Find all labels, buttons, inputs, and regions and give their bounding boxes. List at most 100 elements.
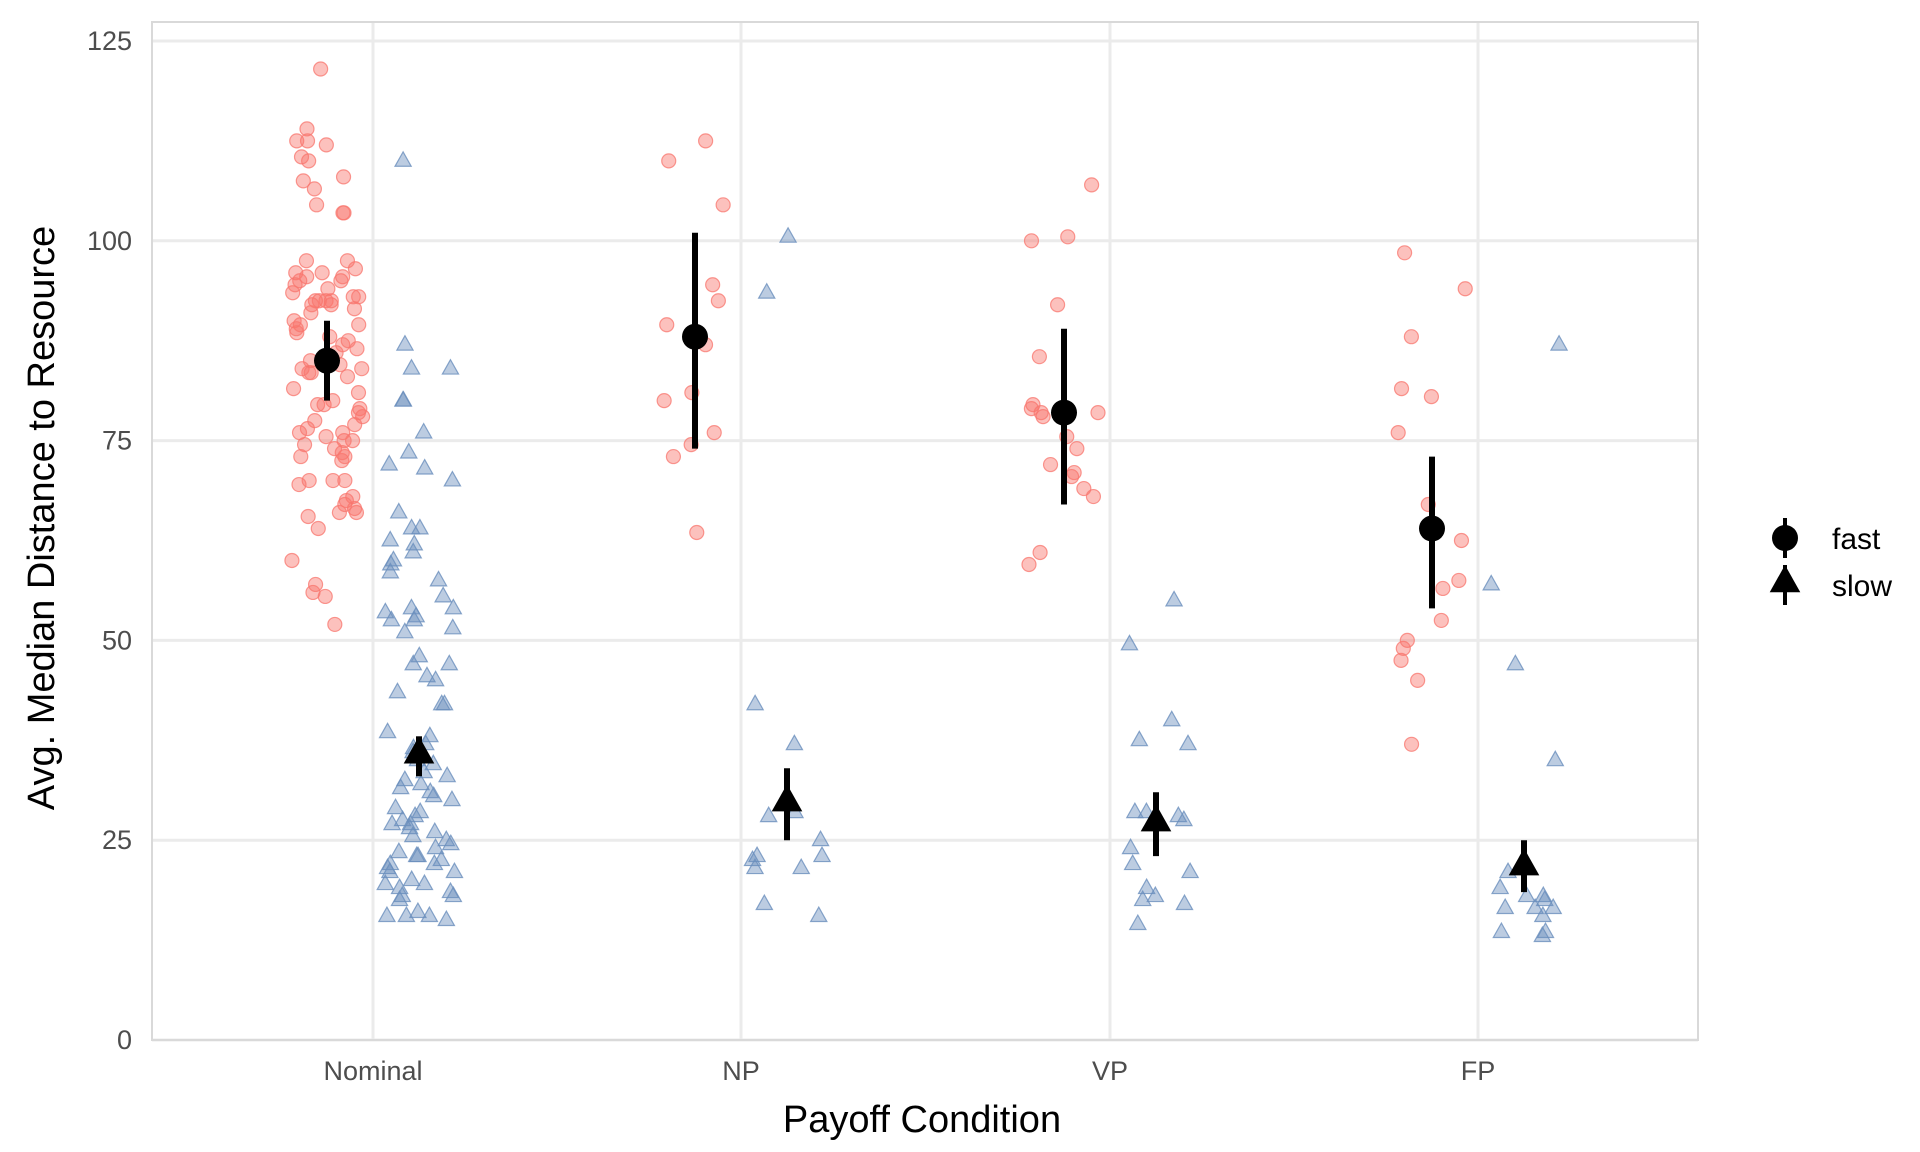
data-point-slow	[1535, 889, 1554, 907]
data-point-fast	[285, 285, 301, 301]
data-point-slow	[405, 610, 424, 627]
data-point-slow	[1175, 893, 1194, 911]
data-point-slow	[437, 909, 456, 927]
data-point-slow	[402, 869, 421, 887]
data-point-slow	[415, 458, 434, 475]
mean-point-slow-nominal	[403, 736, 435, 764]
data-point-slow	[1121, 837, 1140, 855]
x-axis-title: Payoff Condition	[783, 1099, 1061, 1141]
legend-key-fast	[1772, 525, 1798, 551]
data-point-fast	[310, 397, 326, 413]
data-point-slow	[444, 598, 463, 615]
legend: fast slow	[1769, 518, 1892, 605]
data-point-fast	[308, 197, 325, 213]
data-point-slow	[809, 905, 828, 923]
data-point-slow	[745, 857, 765, 875]
data-point-slow	[1133, 889, 1152, 907]
data-point-fast	[296, 436, 313, 453]
data-point-fast	[325, 472, 341, 489]
data-point-slow	[405, 806, 425, 823]
data-point-fast	[710, 293, 726, 309]
data-point-slow	[388, 682, 407, 699]
data-point-slow	[1137, 802, 1156, 819]
data-point-slow	[408, 901, 428, 919]
mean-point-fast-nominal	[314, 347, 340, 374]
x-tick-label: VP	[1092, 1056, 1128, 1086]
data-point-slow	[402, 358, 421, 375]
data-point-slow	[1496, 897, 1515, 915]
data-point-fast	[349, 341, 365, 357]
data-point-fast	[327, 616, 343, 633]
mean-point-fast-vp	[1051, 399, 1077, 426]
data-point-slow	[395, 334, 415, 351]
raw-points-layer	[284, 61, 1569, 943]
x-axis-ticks: Nominal NP VP FP	[323, 1056, 1495, 1086]
data-point-slow	[382, 610, 401, 627]
legend-label-slow: slow	[1832, 570, 1892, 603]
data-point-fast	[1457, 281, 1473, 297]
data-point-slow	[778, 226, 798, 243]
data-point-slow	[402, 598, 421, 615]
summary-layer	[314, 232, 1540, 893]
data-point-fast	[344, 433, 361, 449]
data-point-fast	[313, 61, 329, 77]
data-point-fast	[299, 121, 315, 137]
data-point-fast	[1023, 401, 1040, 417]
legend-label-fast: fast	[1832, 523, 1881, 556]
mean-point-fast-np	[682, 323, 708, 350]
data-point-slow	[391, 778, 410, 795]
data-point-fast	[1060, 229, 1076, 245]
data-point-fast	[285, 381, 302, 397]
data-point-slow	[403, 825, 423, 843]
data-point-slow	[1546, 750, 1565, 767]
data-point-fast	[299, 421, 316, 437]
data-point-slow	[441, 833, 460, 851]
data-point-fast	[659, 317, 675, 333]
data-point-slow	[380, 454, 399, 471]
x-tick-label: NP	[722, 1056, 760, 1086]
data-point-slow	[426, 670, 445, 687]
data-point-slow	[444, 885, 463, 903]
data-point-fast	[354, 361, 370, 377]
y-tick-label: 75	[102, 426, 132, 456]
data-point-slow	[380, 861, 400, 879]
data-point-slow	[381, 562, 400, 579]
mean-point-fast-fp	[1419, 515, 1445, 542]
data-point-slow	[1526, 897, 1545, 915]
data-point-slow	[1128, 913, 1147, 931]
data-point-slow	[390, 889, 409, 907]
data-point-slow	[393, 150, 413, 167]
data-point-fast	[1390, 425, 1406, 441]
data-point-fast	[295, 173, 311, 189]
data-point-slow	[440, 654, 459, 671]
data-point-slow	[1146, 885, 1165, 903]
data-point-slow	[1137, 877, 1156, 895]
data-point-fast	[347, 261, 364, 277]
data-point-slow	[1533, 925, 1552, 943]
y-tick-label: 25	[102, 825, 132, 855]
y-tick-label: 100	[87, 226, 132, 256]
data-point-fast	[339, 369, 356, 385]
data-point-fast	[355, 409, 371, 425]
x-tick-label: FP	[1461, 1056, 1496, 1086]
data-point-fast	[1435, 580, 1451, 597]
data-point-slow	[437, 829, 456, 847]
y-tick-label: 125	[87, 26, 132, 56]
data-point-fast	[335, 169, 352, 185]
data-point-fast	[706, 425, 722, 441]
data-point-slow	[747, 845, 767, 863]
data-point-fast	[299, 133, 316, 149]
data-point-slow	[376, 873, 395, 891]
data-point-slow	[394, 390, 413, 407]
mean-point-slow-vp	[1140, 804, 1172, 832]
data-point-fast	[1049, 297, 1066, 313]
data-point-slow	[381, 530, 400, 547]
data-point-fast	[1433, 612, 1449, 629]
data-point-slow	[1517, 885, 1536, 903]
data-point-slow	[432, 849, 451, 867]
mean-point-slow-fp	[1508, 848, 1540, 876]
data-point-fast	[345, 289, 361, 305]
data-point-fast	[303, 305, 319, 321]
data-point-slow	[421, 782, 440, 799]
data-point-fast	[331, 504, 348, 521]
